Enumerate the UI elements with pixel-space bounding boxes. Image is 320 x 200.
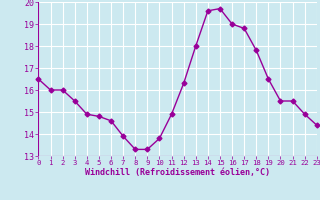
X-axis label: Windchill (Refroidissement éolien,°C): Windchill (Refroidissement éolien,°C) bbox=[85, 168, 270, 177]
